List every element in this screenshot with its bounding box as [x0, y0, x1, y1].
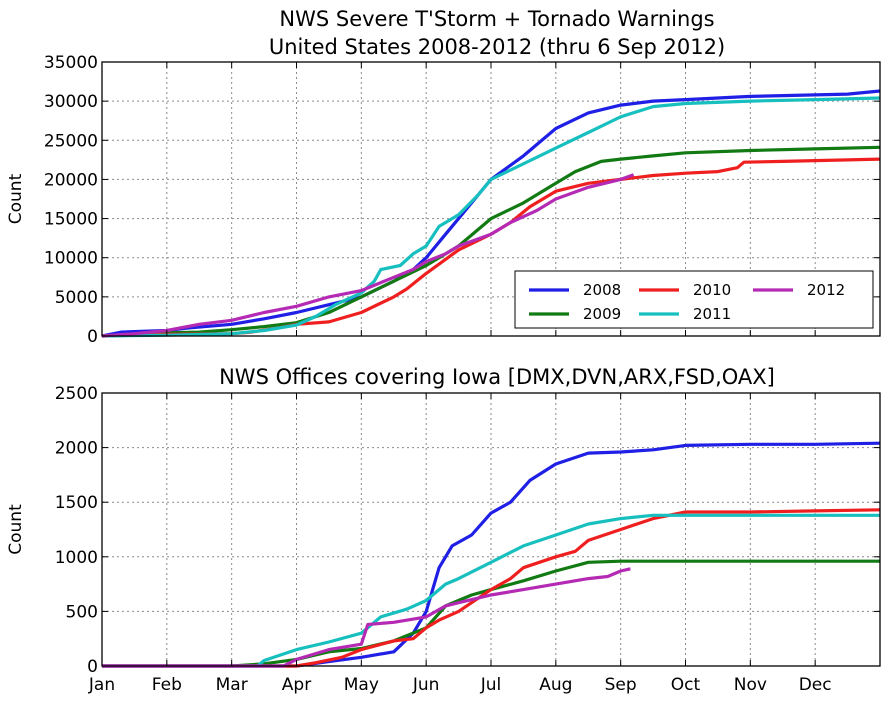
y-tick-label: 20000 — [44, 170, 98, 190]
y-tick-label: 15000 — [44, 210, 98, 230]
y-tick-label: 2000 — [55, 439, 98, 459]
series-line-2011 — [101, 96, 881, 338]
x-tick-label: Feb — [152, 675, 182, 695]
y-tick-label: 500 — [66, 602, 98, 622]
series-line-2012 — [102, 567, 631, 668]
x-tick-label: Jun — [412, 675, 440, 695]
x-tick-label: Nov — [734, 675, 767, 695]
x-tick-label: Mar — [216, 675, 248, 695]
y-tick-label: 35000 — [44, 53, 98, 73]
series-line-2009 — [102, 559, 880, 668]
x-tick-label: Sep — [605, 675, 637, 695]
legend-label-2008: 2008 — [583, 281, 621, 299]
y-tick-label: 0 — [87, 327, 98, 347]
y-axis-label: Count — [6, 173, 26, 224]
y-tick-label: 1000 — [55, 548, 98, 568]
y-tick-label: 2500 — [55, 384, 98, 404]
series-line-2012 — [101, 173, 635, 338]
series-line-2011 — [102, 513, 880, 668]
y-tick-label: 30000 — [44, 92, 98, 112]
x-tick-label: Apr — [282, 675, 311, 695]
chart-title-line: United States 2008-2012 (thru 6 Sep 2012… — [269, 35, 725, 59]
legend-label-2010: 2010 — [693, 281, 731, 299]
x-tick-label: Jan — [88, 675, 115, 695]
x-tick-label: Oct — [671, 675, 701, 695]
y-tick-label: 0 — [87, 657, 98, 677]
legend-label-2011: 2011 — [693, 305, 731, 323]
x-tick-label: Aug — [539, 675, 572, 695]
y-axis-label: Count — [6, 504, 26, 555]
legend: 2008 2010 2012 2009 2011 — [514, 270, 874, 329]
chart-title-line: NWS Severe T'Storm + Tornado Warnings — [279, 7, 714, 31]
y-tick-label: 25000 — [44, 131, 98, 151]
legend-label-2009: 2009 — [583, 305, 621, 323]
legend-label-2012: 2012 — [807, 281, 845, 299]
legend-box — [514, 270, 874, 329]
y-tick-label: 5000 — [55, 288, 98, 308]
chart-panel-2: NWS Offices covering Iowa [DMX,DVN,ARX,F… — [6, 365, 881, 695]
chart-title-line: NWS Offices covering Iowa [DMX,DVN,ARX,F… — [219, 365, 775, 389]
series-line-2008 — [101, 89, 881, 338]
chart-panel-1: NWS Severe T'Storm + Tornado Warnings Uni… — [6, 7, 881, 347]
x-tick-label: Dec — [799, 675, 832, 695]
x-tick-label: Jul — [480, 675, 502, 695]
x-tick-label: May — [344, 675, 379, 695]
y-tick-label: 1500 — [55, 493, 98, 513]
y-tick-label: 10000 — [44, 249, 98, 269]
series-line-2008 — [102, 441, 881, 668]
